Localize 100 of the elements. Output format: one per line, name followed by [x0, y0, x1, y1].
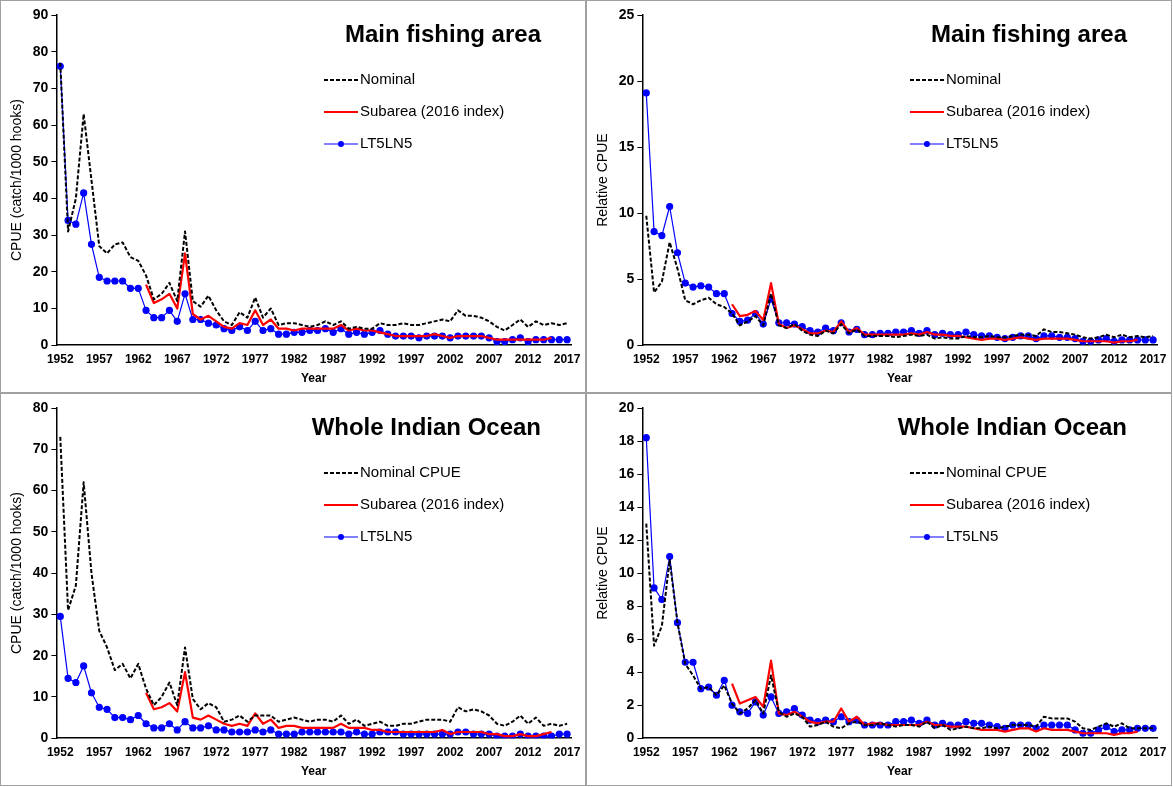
x-tick-label: 1982 [280, 744, 308, 759]
x-tick-label: 1987 [319, 744, 347, 759]
y-tick-label: 4 [626, 663, 635, 680]
legend-label: LT5LN5 [359, 527, 413, 545]
x-tick-label: 1982 [866, 744, 894, 759]
chart-title: Main fishing area [344, 19, 542, 47]
x-tick-label: 2007 [475, 744, 503, 759]
y-tick-label: 5 [626, 270, 635, 287]
y-tick-label: 16 [618, 464, 635, 481]
x-tick-label: 2017 [1139, 744, 1167, 759]
x-tick-label: 1957 [671, 744, 699, 759]
y-tick-label: 10 [32, 687, 49, 704]
x-tick-label: 2002 [1022, 744, 1050, 759]
x-axis-title: Year [301, 371, 327, 386]
y-tick-label: 20 [32, 646, 49, 663]
y-tick-label: 10 [618, 203, 635, 220]
chart-title: Whole Indian Ocean [897, 412, 1127, 440]
x-axis-title: Year [301, 764, 327, 779]
y-tick-label: 14 [618, 497, 635, 514]
x-tick-label: 2002 [436, 351, 464, 366]
x-tick-label: 2012 [514, 744, 542, 759]
y-tick-label: 40 [32, 189, 49, 206]
x-tick-label: 2002 [436, 744, 464, 759]
y-tick-label: 10 [618, 563, 635, 580]
x-tick-label: 1967 [163, 744, 191, 759]
y-tick-label: 0 [626, 336, 635, 353]
y-tick-label: 8 [626, 596, 635, 613]
y-tick-label: 25 [618, 5, 635, 22]
x-tick-label: 1997 [397, 351, 425, 366]
x-tick-label: 1987 [319, 351, 347, 366]
y-tick-label: 90 [32, 5, 49, 22]
x-tick-label: 1977 [241, 351, 269, 366]
y-tick-label: 20 [618, 71, 635, 88]
x-tick-label: 1977 [241, 744, 269, 759]
x-tick-label: 1967 [749, 744, 777, 759]
legend-label: Subarea (2016 index) [359, 495, 505, 513]
x-tick-label: 2007 [475, 351, 503, 366]
y-tick-label: 30 [32, 605, 49, 622]
x-tick-label: 2012 [1100, 744, 1128, 759]
x-tick-label: 1972 [202, 351, 230, 366]
y-tick-label: 0 [626, 729, 635, 746]
y-tick-label: 60 [32, 115, 49, 132]
x-tick-label: 1977 [827, 744, 855, 759]
legend-label: Subarea (2016 index) [359, 102, 505, 120]
y-tick-label: 6 [626, 630, 635, 646]
x-tick-label: 1952 [46, 744, 74, 759]
legend-label: Nominal [359, 70, 416, 88]
x-tick-label: 1997 [983, 744, 1011, 759]
legend-label: LT5LN5 [945, 134, 999, 152]
x-tick-label: 2012 [1100, 351, 1128, 366]
legend-label: Nominal [945, 70, 1002, 88]
y-axis-title: Relative CPUE [594, 133, 611, 227]
x-tick-label: 2017 [553, 351, 581, 366]
x-tick-label: 2002 [1022, 351, 1050, 366]
legend-label: LT5LN5 [945, 527, 999, 545]
y-tick-label: 20 [618, 398, 635, 415]
legend-label: Nominal CPUE [359, 463, 461, 481]
x-tick-label: 1967 [749, 351, 777, 366]
x-tick-label: 1987 [905, 351, 933, 366]
x-tick-label: 1977 [827, 351, 855, 366]
x-tick-label: 2017 [553, 744, 581, 759]
x-tick-label: 1997 [397, 744, 425, 759]
x-tick-label: 2007 [1061, 744, 1089, 759]
x-tick-label: 1952 [632, 351, 660, 366]
x-tick-label: 1952 [46, 351, 74, 366]
y-axis-title: CPUE (catch/1000 hooks) [8, 99, 25, 262]
y-tick-label: 15 [618, 137, 635, 154]
x-tick-label: 1962 [124, 744, 152, 759]
x-axis-title: Year [887, 764, 913, 779]
x-tick-label: 1997 [983, 351, 1011, 366]
legend-label: Subarea (2016 index) [945, 495, 1091, 513]
y-tick-label: 0 [40, 336, 49, 353]
y-tick-label: 10 [32, 299, 49, 316]
x-tick-label: 1957 [85, 744, 113, 759]
x-tick-label: 1957 [85, 351, 113, 366]
x-tick-label: 1957 [671, 351, 699, 366]
y-tick-label: 50 [32, 522, 49, 539]
y-tick-label: 0 [40, 729, 49, 746]
x-tick-label: 1982 [280, 351, 308, 366]
chart-title: Whole Indian Ocean [311, 412, 541, 440]
y-axis-title: Relative CPUE [594, 526, 611, 620]
x-tick-label: 1962 [124, 351, 152, 366]
x-tick-label: 1962 [710, 744, 738, 759]
x-tick-label: 1992 [944, 351, 972, 366]
x-tick-label: 1952 [632, 744, 660, 759]
x-axis-title: Year [887, 371, 913, 386]
y-tick-label: 60 [32, 481, 49, 498]
y-tick-label: 18 [618, 431, 635, 448]
y-tick-label: 50 [32, 152, 49, 169]
x-tick-label: 1992 [358, 351, 386, 366]
legend-label: Subarea (2016 index) [945, 102, 1091, 120]
x-tick-label: 1982 [866, 351, 894, 366]
y-tick-label: 2 [626, 696, 635, 713]
legend-label: LT5LN5 [359, 134, 413, 152]
chart-title: Main fishing area [930, 19, 1128, 47]
y-tick-label: 12 [618, 530, 635, 547]
x-tick-label: 1972 [202, 744, 230, 759]
y-tick-label: 80 [32, 398, 49, 415]
x-tick-label: 1962 [710, 351, 738, 366]
y-tick-label: 40 [32, 563, 49, 580]
